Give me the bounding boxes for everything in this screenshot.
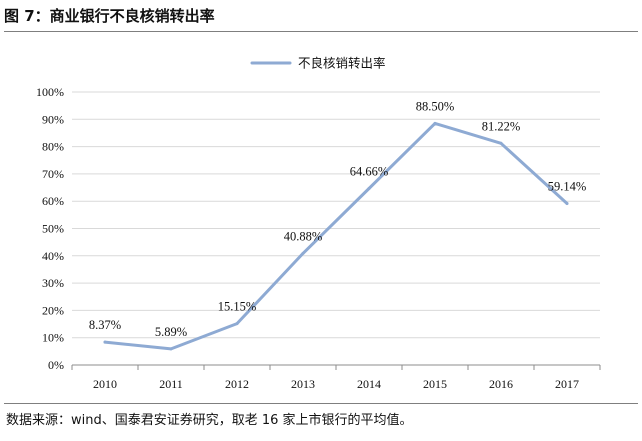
y-tick-label: 20% xyxy=(42,303,64,317)
y-tick-label: 50% xyxy=(42,222,64,236)
x-tick-label: 2013 xyxy=(291,377,315,391)
y-tick-label: 30% xyxy=(42,276,64,290)
data-point xyxy=(566,202,569,205)
y-tick-label: 70% xyxy=(42,167,64,181)
data-point xyxy=(302,252,305,255)
x-tick-label: 2012 xyxy=(225,377,249,391)
y-tick-label: 0% xyxy=(48,358,64,372)
data-label: 8.37% xyxy=(89,318,121,332)
data-label: 40.88% xyxy=(284,229,323,243)
series-layer: 8.37% 5.89% 15.15% 40.88% 64.66% 88.50% 81.22%… xyxy=(89,99,586,350)
y-axis-ticks: 0% 10% 20% 30% 40% 50% 60% 70% 80% 90% 100% xyxy=(36,85,64,372)
data-label: 59.14% xyxy=(548,180,587,194)
x-tick-label: 2015 xyxy=(423,377,447,391)
data-label: 81.22% xyxy=(482,119,521,133)
y-tick-label: 40% xyxy=(42,249,64,263)
data-point xyxy=(104,341,107,344)
data-label: 88.50% xyxy=(416,99,455,113)
data-label: 15.15% xyxy=(218,300,257,314)
gridlines xyxy=(72,92,600,338)
data-point xyxy=(500,142,503,145)
y-tick-label: 10% xyxy=(42,331,64,345)
x-axis: 2010 2011 2012 2013 2014 2015 2016 2017 xyxy=(72,365,600,391)
source-note: 数据来源：wind、国泰君安证券研究，取老 16 家上市银行的平均值。 xyxy=(6,409,413,428)
x-tick-label: 2016 xyxy=(489,377,513,391)
data-point xyxy=(170,347,173,350)
y-tick-label: 100% xyxy=(36,85,64,99)
source-divider xyxy=(4,403,638,404)
y-tick-label: 80% xyxy=(42,140,64,154)
data-label: 64.66% xyxy=(350,164,389,178)
legend: 不良核销转出率 xyxy=(252,56,386,71)
x-tick-label: 2014 xyxy=(357,377,381,391)
data-point xyxy=(434,122,437,125)
y-tick-label: 60% xyxy=(42,194,64,208)
x-tick-label: 2011 xyxy=(159,377,183,391)
line-chart: 0%10%20%30%40%50%60%70%80%90%100% 201020… xyxy=(0,0,642,441)
data-label: 5.89% xyxy=(155,325,187,339)
series-line xyxy=(105,123,567,349)
data-point xyxy=(368,187,371,190)
x-tick-label: 2010 xyxy=(93,377,117,391)
x-tick-label: 2017 xyxy=(555,377,579,391)
y-tick-label: 90% xyxy=(42,112,64,126)
data-point xyxy=(236,322,239,325)
legend-label: 不良核销转出率 xyxy=(298,56,386,71)
